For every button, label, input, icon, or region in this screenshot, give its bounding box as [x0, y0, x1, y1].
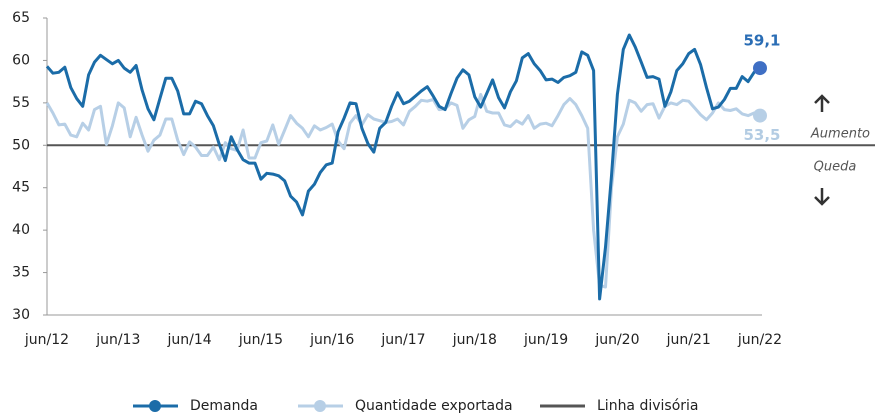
down-arrow [814, 188, 830, 206]
end-label: 53,5 [743, 126, 780, 144]
y-tick-label: 35 [12, 265, 30, 281]
end-marker [753, 108, 767, 123]
y-tick-label: 55 [12, 95, 30, 111]
legend-label: Linha divisória [597, 398, 699, 414]
series-line [45, 33, 761, 301]
x-tick-label: jun/15 [238, 332, 283, 348]
legend-marker [314, 400, 326, 412]
x-tick-label: jun/17 [380, 332, 425, 348]
legend-label: Quantidade exportada [355, 398, 513, 414]
up-arrow [814, 94, 830, 112]
end-label: 59,1 [743, 32, 780, 50]
annotation: Queda [814, 160, 857, 175]
annotation: Aumento [810, 127, 870, 142]
y-tick-label: 50 [12, 137, 30, 153]
y-tick-label: 60 [12, 52, 30, 68]
y-tick-label: 40 [12, 222, 30, 238]
legend-marker [149, 400, 161, 412]
x-tick-label: jun/20 [594, 332, 639, 348]
x-tick-label: jun/13 [95, 332, 140, 348]
x-tick-label: jun/14 [167, 332, 212, 348]
x-tick-label: jun/18 [452, 332, 497, 348]
y-tick-label: 45 [12, 180, 30, 196]
end-marker [753, 61, 767, 76]
legend-label: Demanda [190, 398, 258, 414]
x-tick-label: jun/12 [24, 332, 69, 348]
series-line [45, 92, 761, 289]
x-tick-label: jun/16 [309, 332, 354, 348]
y-tick-label: 30 [12, 307, 30, 323]
x-tick-label: jun/22 [737, 332, 782, 348]
x-tick-label: jun/21 [666, 332, 711, 348]
x-tick-label: jun/19 [523, 332, 568, 348]
y-tick-label: 65 [12, 10, 30, 26]
